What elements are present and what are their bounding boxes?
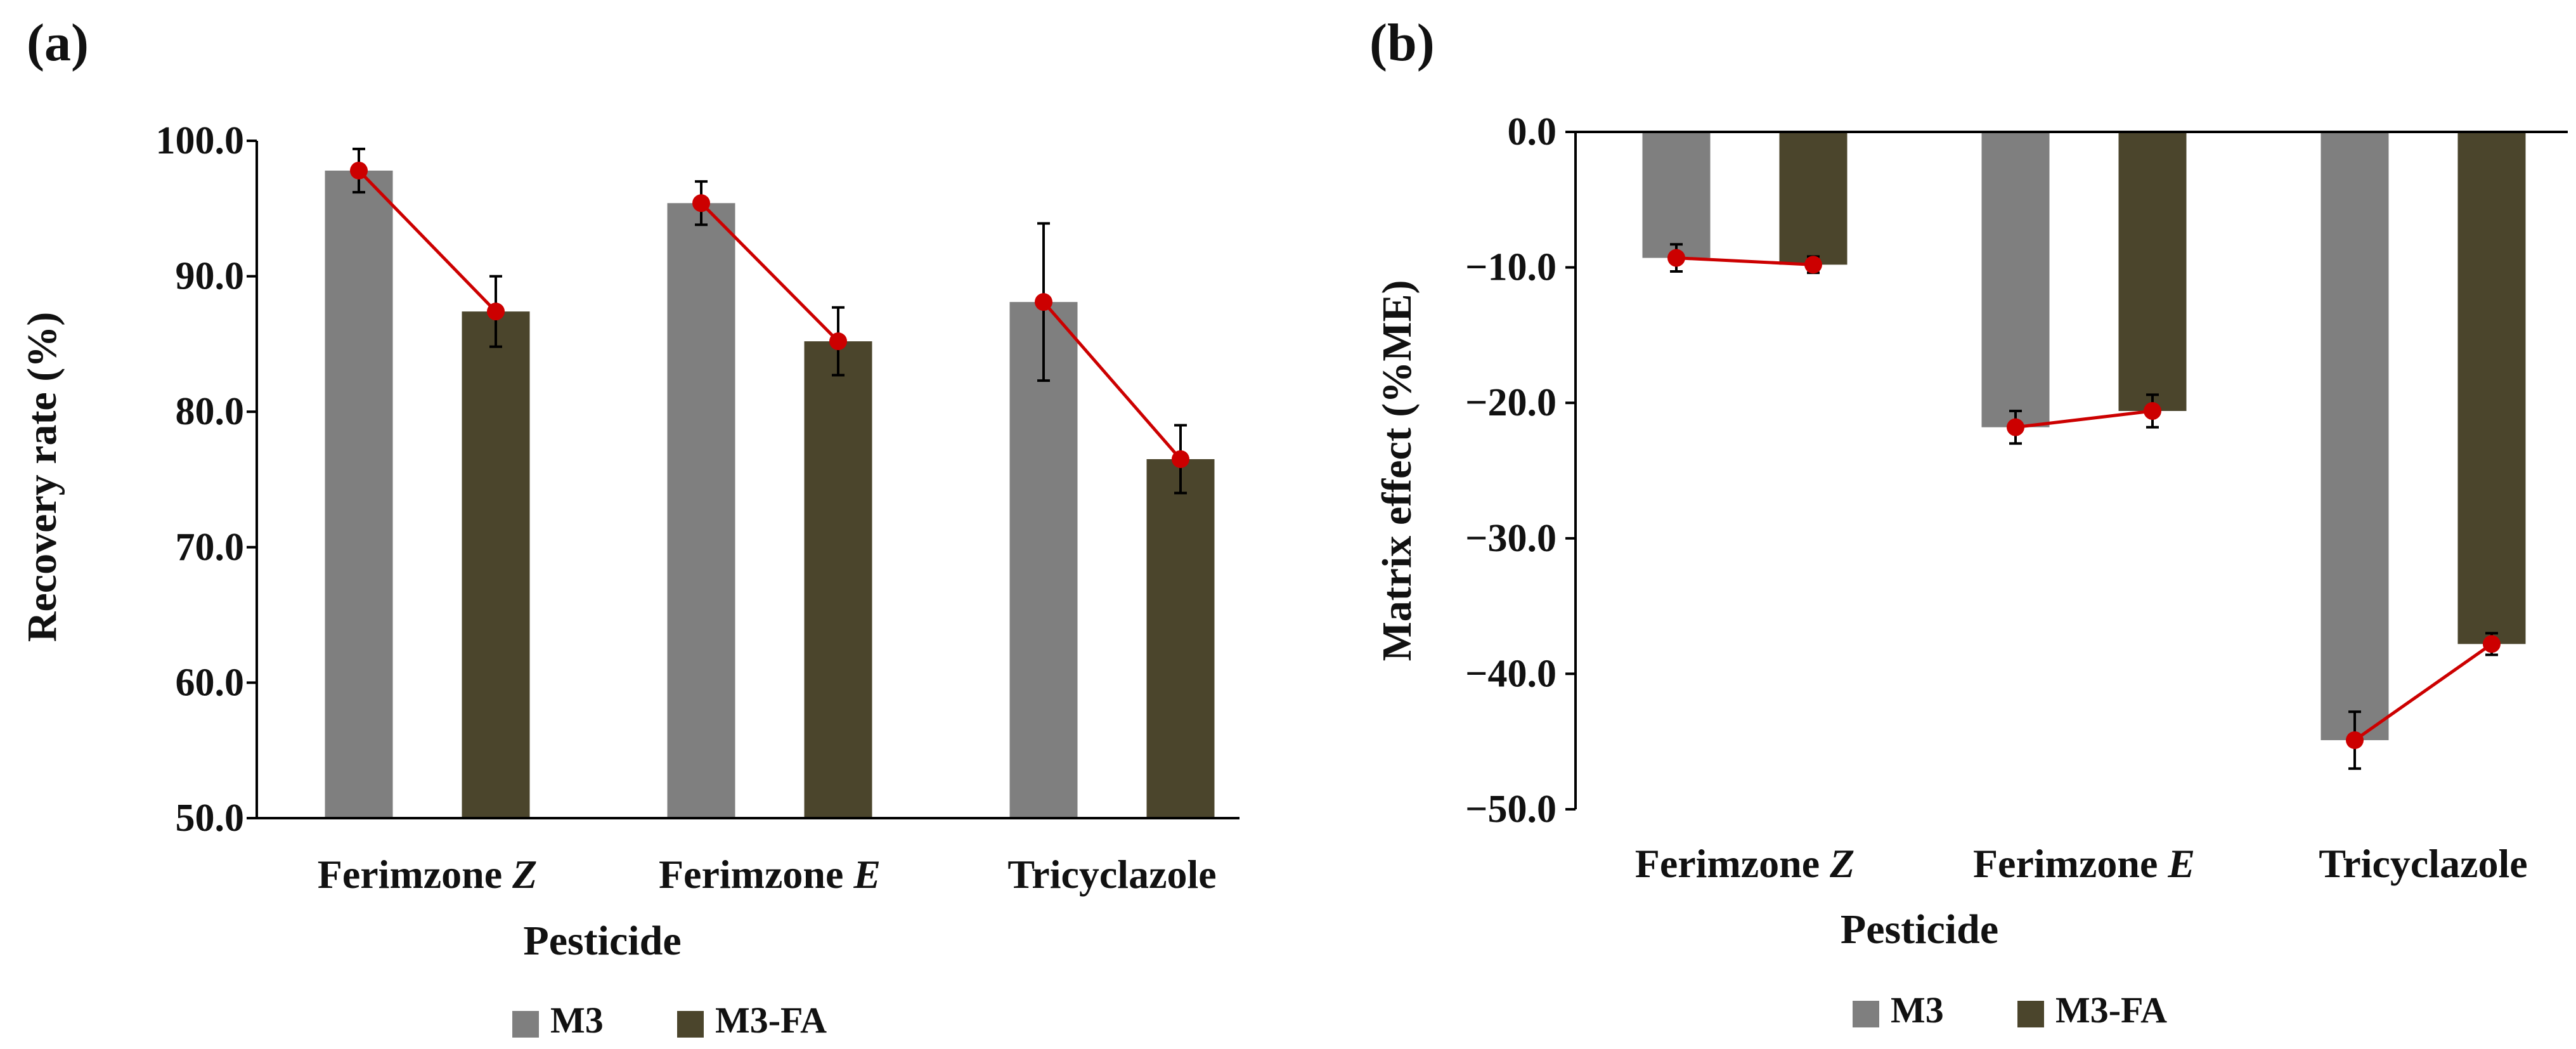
legend-label: M3 xyxy=(550,1000,604,1041)
y-tick-label: 70.0 xyxy=(176,526,245,569)
trend-point xyxy=(350,161,368,179)
x-axis-title: Pesticide xyxy=(1841,906,1998,953)
trend-point xyxy=(1667,249,1685,267)
legend-label: M3-FA xyxy=(715,1000,827,1041)
y-tick-label: 50.0 xyxy=(176,797,245,840)
bar-m3-fa-2 xyxy=(2118,132,2187,412)
trend-point xyxy=(1172,450,1189,468)
x-tick-label: Tricyclazole xyxy=(1007,852,1216,897)
legend-swatch-m3 xyxy=(1853,1001,1879,1027)
y-tick-label: −10.0 xyxy=(1465,246,1557,289)
legend: M3 M3-FA xyxy=(512,1000,827,1041)
trend-point xyxy=(2007,418,2024,436)
trend-point xyxy=(829,332,847,351)
x-tick-label-italic: Z xyxy=(512,852,537,897)
legend-swatch-m3-fa xyxy=(677,1011,704,1038)
bar-m3-fa-3 xyxy=(1146,459,1215,818)
x-tick-label: Ferimzone E xyxy=(1973,841,2195,886)
trend-line xyxy=(358,169,497,313)
y-tick-label: −50.0 xyxy=(1465,788,1557,831)
trend-point xyxy=(1035,293,1052,311)
y-tick-label: −30.0 xyxy=(1465,517,1557,560)
x-tick-label: Ferimzone E xyxy=(659,852,881,897)
legend: M3 M3-FA xyxy=(1853,989,2167,1031)
x-axis-title: Pesticide xyxy=(523,918,681,964)
bar-m3-1 xyxy=(1642,132,1711,258)
bar-m3-2 xyxy=(1981,132,2050,427)
y-tick-label: 80.0 xyxy=(176,390,245,433)
bar-m3-2 xyxy=(667,203,735,819)
trend-point xyxy=(1804,256,1822,274)
bar-m3-3 xyxy=(1009,302,1078,819)
bar-m3-3 xyxy=(2320,132,2389,741)
trend-line xyxy=(2015,409,2153,429)
bar-m3-fa-1 xyxy=(1779,132,1848,265)
x-tick-label: Ferimzone Z xyxy=(1635,841,1855,886)
panel-label-a: (a) xyxy=(27,13,89,72)
x-tick-label-text: Ferimzone xyxy=(659,852,853,897)
trend-point xyxy=(487,303,505,321)
x-tick-label-text: Ferimzone xyxy=(1635,841,1830,886)
trend-point xyxy=(2346,731,2364,750)
x-tick-label-text: Tricyclazole xyxy=(1007,852,1216,897)
bar-m3-1 xyxy=(325,170,393,818)
x-tick-label-italic: E xyxy=(2167,841,2195,886)
chart-panel-b: (b) 0.0 −10.0 −20.0 −30.0 −40.0 −50.0 Ferimzone… xyxy=(1369,13,2568,1031)
trend-point xyxy=(692,194,710,212)
trend-line xyxy=(1676,256,1814,266)
y-tick-label: −20.0 xyxy=(1465,381,1557,424)
trend-point xyxy=(2144,402,2161,420)
x-tick-label-text: Ferimzone xyxy=(1973,841,2168,886)
legend-swatch-m3 xyxy=(512,1011,539,1038)
legend-label: M3-FA xyxy=(2055,989,2167,1031)
x-tick-label: Tricyclazole xyxy=(2319,841,2527,886)
bar-m3-fa-2 xyxy=(804,341,872,818)
x-tick-label-italic: E xyxy=(853,852,881,897)
y-tick-label: 0.0 xyxy=(1508,110,1557,153)
legend-label: M3 xyxy=(1891,989,1944,1031)
trend-line xyxy=(1042,301,1182,460)
trend-point xyxy=(2483,635,2501,653)
y-axis-title: Recovery rate (%) xyxy=(19,312,65,642)
x-tick-label: Ferimzone Z xyxy=(318,852,538,897)
panel-label-b: (b) xyxy=(1369,13,1435,72)
y-axis-title: Matrix effect (%ME) xyxy=(1374,280,1420,661)
y-tick-label: 90.0 xyxy=(176,255,245,298)
y-tick-label: 60.0 xyxy=(176,661,245,704)
bar-m3-fa-1 xyxy=(462,311,530,818)
trend-line xyxy=(2353,642,2493,742)
legend-swatch-m3-fa xyxy=(2017,1001,2044,1027)
y-tick-label: −40.0 xyxy=(1465,652,1557,695)
x-tick-label-text: Tricyclazole xyxy=(2319,841,2527,886)
x-tick-label-text: Ferimzone xyxy=(318,852,512,897)
x-tick-label-italic: Z xyxy=(1829,841,1854,886)
bar-m3-fa-3 xyxy=(2457,132,2526,644)
y-tick-label: 100.0 xyxy=(156,119,245,162)
trend-line xyxy=(700,202,839,342)
